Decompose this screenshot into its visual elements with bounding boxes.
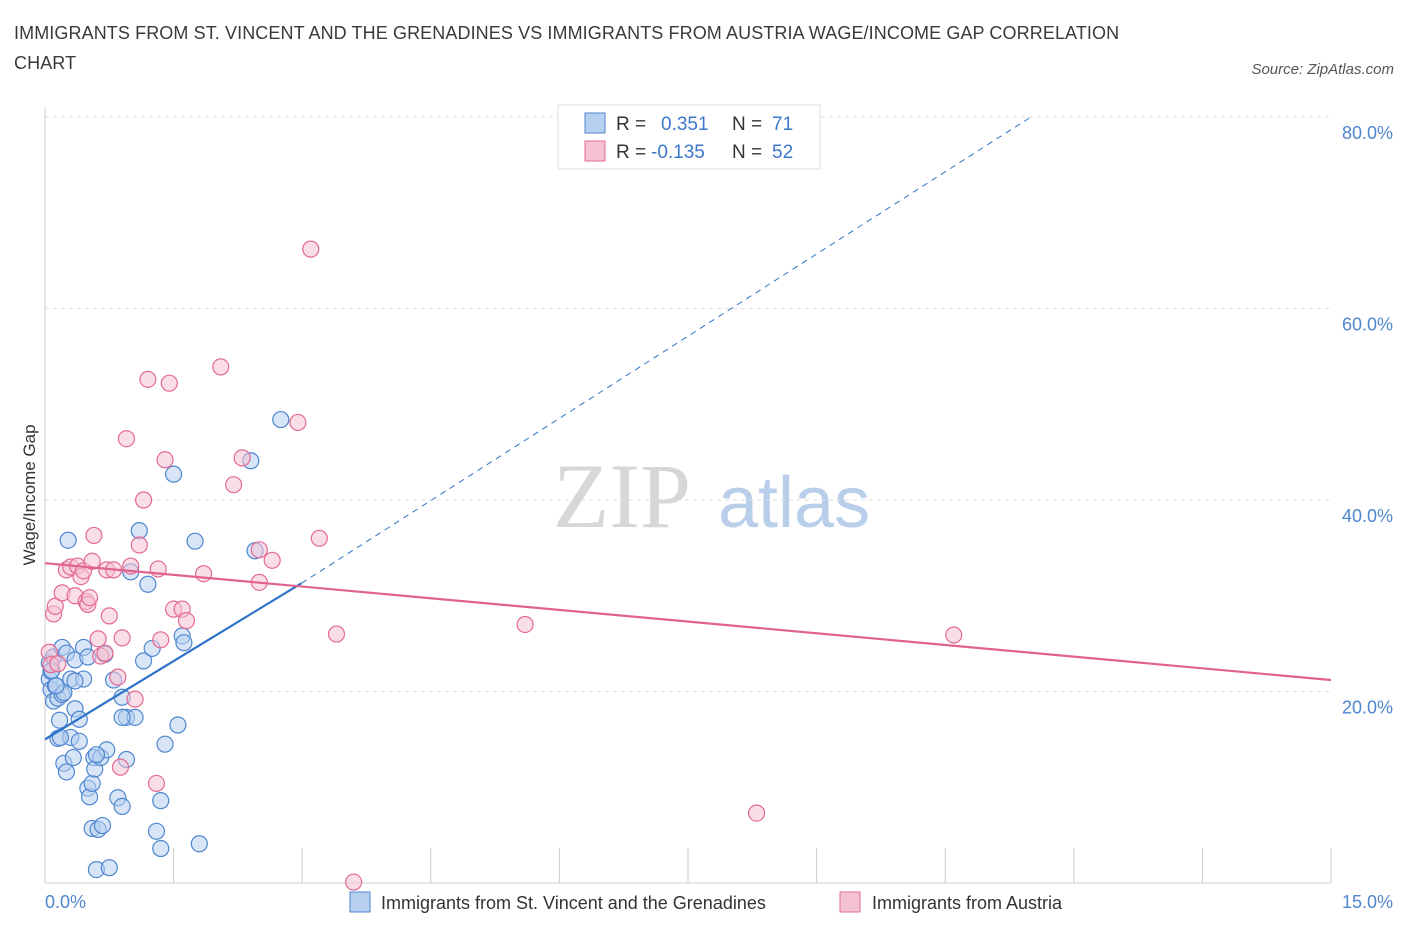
- point-stvincent-54: [152, 839, 170, 858]
- point-austria-21: [100, 607, 118, 625]
- point-austria-24: [111, 758, 130, 776]
- point-austria-45: [250, 541, 268, 559]
- point-stvincent-69: [113, 708, 131, 726]
- bottom-legend-swatch-austria: [839, 891, 861, 913]
- point-stvincent-9: [50, 711, 69, 729]
- tick-labels: 20.0% 40.0% 60.0% 80.0% 0.0% 15.0%: [45, 123, 1393, 912]
- point-austria-51: [345, 873, 363, 891]
- point-austria-35: [156, 451, 174, 469]
- point-austria-41: [212, 358, 230, 376]
- point-stvincent-67: [51, 728, 70, 747]
- point-austria-43: [233, 449, 251, 467]
- legend-box: R = 0.351 N = 71 R = -0.135 N = 52: [557, 104, 821, 170]
- bottom-legend-swatch-stvincent: [349, 891, 371, 913]
- watermark-atlas: atlas: [718, 463, 870, 543]
- point-stvincent-59: [175, 634, 193, 652]
- point-austria-36: [160, 374, 178, 392]
- point-austria-26: [117, 430, 136, 448]
- point-stvincent-23: [70, 732, 88, 750]
- point-austria-47: [289, 413, 307, 432]
- point-austria-52: [516, 615, 534, 634]
- point-austria-39: [177, 612, 196, 630]
- legend-r-value-2: -0.135: [651, 142, 705, 163]
- legend-r-label-1: R =: [616, 114, 646, 135]
- gridlines: [45, 116, 1331, 692]
- legend-swatch-stvincent: [584, 112, 606, 134]
- point-austria-42: [225, 476, 243, 494]
- point-austria-29: [130, 536, 148, 554]
- point-austria-3: [46, 597, 64, 615]
- point-stvincent-48: [130, 522, 148, 540]
- point-austria-46: [263, 551, 281, 569]
- point-stvincent-36: [93, 816, 112, 835]
- point-austria-17: [89, 630, 107, 648]
- watermark-zip: ZIP: [553, 445, 691, 547]
- legend-n-label-1: N =: [732, 114, 762, 135]
- y-tick-label-1: 40.0%: [1342, 506, 1393, 526]
- y-axis-label: Wage/Income Gap: [20, 424, 39, 565]
- source-label: Source: ZipAtlas.com: [1251, 61, 1394, 78]
- point-austria-50: [327, 625, 346, 643]
- point-austria-28: [126, 690, 144, 708]
- bottom-legend-label-austria: Immigrants from Austria: [872, 893, 1063, 913]
- x-tick-label-0: 0.0%: [45, 892, 86, 912]
- point-stvincent-61: [190, 835, 208, 853]
- point-austria-54: [945, 626, 963, 644]
- point-austria-19: [96, 644, 114, 662]
- y-tick-label-2: 60.0%: [1342, 315, 1393, 335]
- y-tick-label-0: 20.0%: [1342, 698, 1393, 718]
- trend-line-stvincent: [44, 582, 302, 741]
- point-stvincent-29: [83, 774, 101, 793]
- point-stvincent-39: [100, 859, 118, 877]
- point-stvincent-60: [186, 532, 204, 550]
- legend-n-value-2: 52: [772, 142, 793, 163]
- point-austria-49: [310, 529, 328, 547]
- point-stvincent-19: [64, 748, 82, 767]
- point-stvincent-64: [272, 410, 290, 429]
- point-austria-40: [195, 565, 213, 583]
- point-stvincent-57: [169, 716, 187, 734]
- bottom-legend: Immigrants from St. Vincent and the Gren…: [349, 891, 1063, 913]
- point-stvincent-66: [47, 677, 65, 695]
- point-austria-15: [83, 552, 101, 570]
- point-stvincent-68: [87, 746, 106, 764]
- trend-line-stvincent-extension: [301, 116, 1032, 584]
- legend-r-label-2: R =: [616, 142, 646, 163]
- point-austria-14: [80, 589, 99, 607]
- chart-title: IMMIGRANTS FROM ST. VINCENT AND THE GREN…: [14, 23, 1120, 73]
- point-stvincent-50: [139, 575, 157, 593]
- bottom-legend-label-stvincent: Immigrants from St. Vincent and the Gren…: [381, 893, 766, 913]
- legend-n-label-2: N =: [732, 142, 762, 163]
- trend-line-austria: [44, 562, 1332, 682]
- point-austria-34: [152, 631, 170, 649]
- trend-lines: [44, 116, 1332, 741]
- y-tick-label-3: 80.0%: [1342, 123, 1393, 143]
- point-stvincent-14: [57, 763, 76, 781]
- point-austria-4: [49, 655, 67, 673]
- point-austria-16: [85, 526, 103, 545]
- point-austria-30: [134, 491, 153, 509]
- x-tick-label-1: 15.0%: [1342, 892, 1393, 912]
- point-stvincent-49: [134, 652, 153, 670]
- point-austria-31: [139, 370, 157, 388]
- point-austria-25: [113, 629, 131, 647]
- point-stvincent-52: [147, 822, 166, 840]
- point-austria-53: [747, 804, 766, 822]
- point-stvincent-16: [59, 531, 77, 549]
- point-austria-32: [147, 774, 166, 793]
- legend-swatch-austria: [584, 140, 606, 162]
- point-stvincent-53: [152, 792, 170, 810]
- point-austria-48: [302, 240, 320, 258]
- point-stvincent-70: [66, 672, 84, 690]
- series-austria-points: [40, 240, 963, 891]
- legend-r-value-1: 0.351: [661, 114, 709, 135]
- point-stvincent-55: [156, 735, 174, 753]
- point-stvincent-56: [165, 465, 183, 483]
- legend-n-value-1: 71: [772, 114, 793, 135]
- point-austria-23: [109, 668, 127, 686]
- axes: [44, 107, 1332, 884]
- point-stvincent-43: [113, 797, 131, 816]
